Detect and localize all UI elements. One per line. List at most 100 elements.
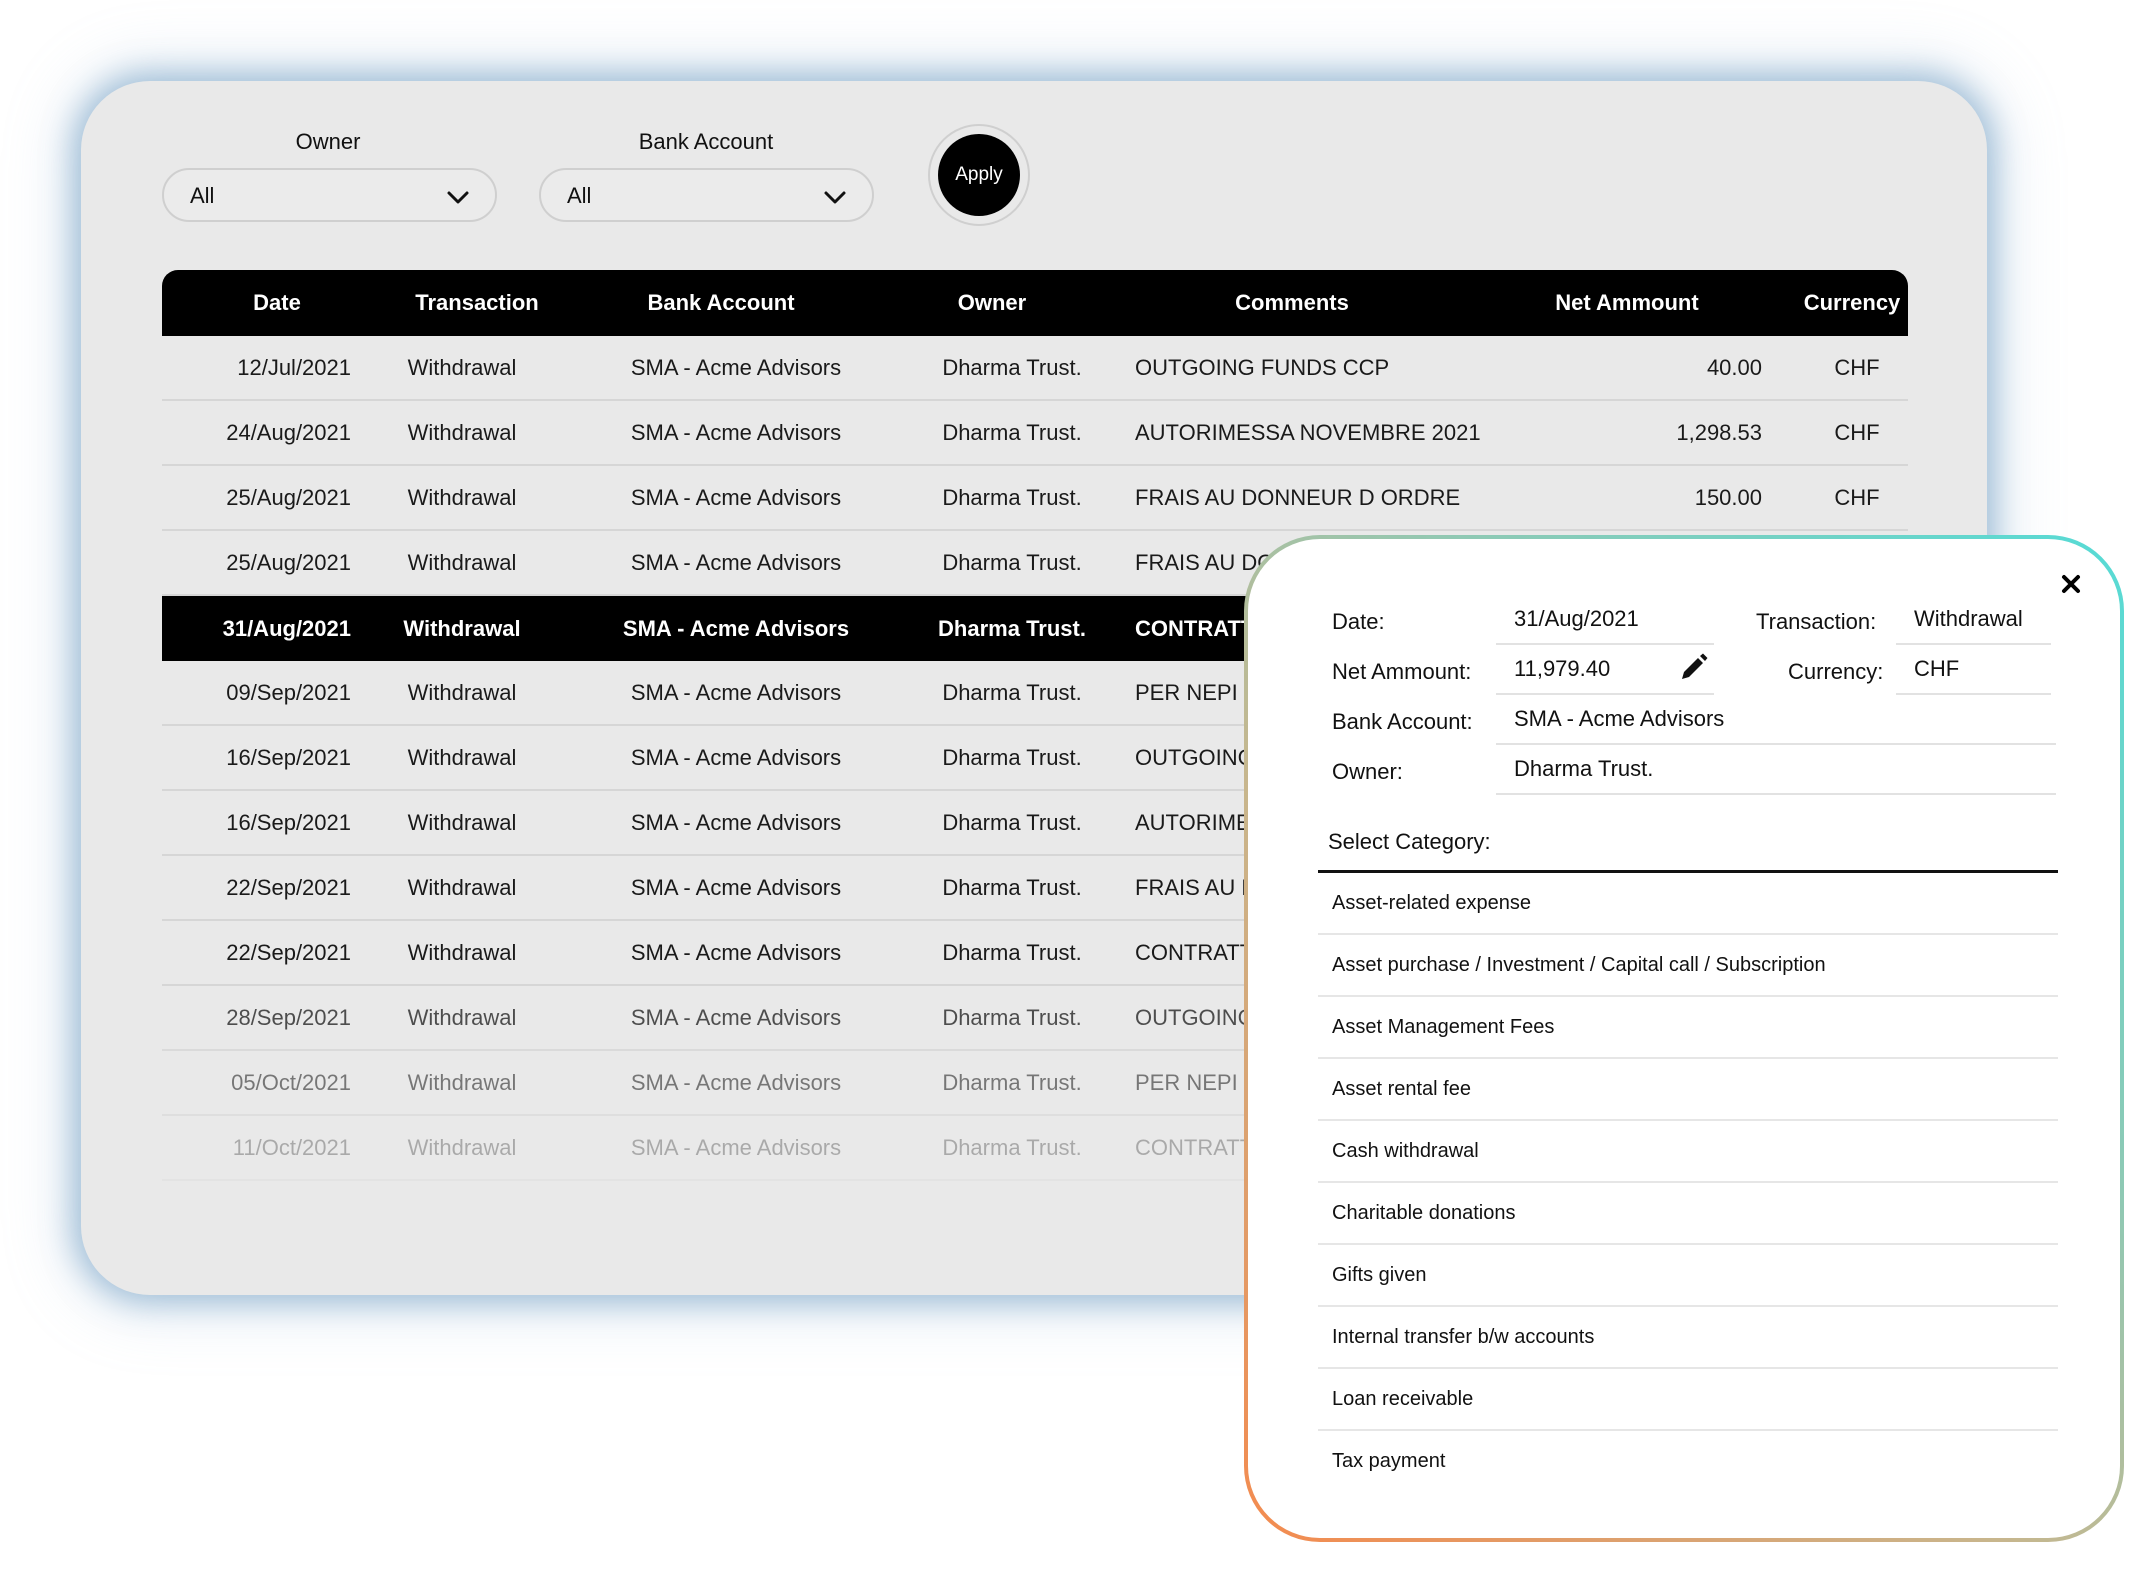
cell-owner: Dharma Trust. — [942, 940, 1082, 965]
cell-transaction: Withdrawal — [407, 940, 517, 965]
cell-currency: CHF — [1834, 485, 1880, 510]
detail-transaction-label: Transaction: — [1756, 609, 1877, 634]
cell-owner: Dharma Trust. — [942, 1005, 1082, 1030]
bank-select-value: All — [567, 183, 592, 208]
cell-date: 25/Aug/2021 — [226, 485, 351, 510]
owner-select[interactable]: All — [162, 168, 497, 222]
detail-bank-label: Bank Account: — [1332, 709, 1473, 734]
table-row[interactable]: 16/Sep/2021 Withdrawal SMA - Acme Advisors… — [162, 726, 1908, 791]
cell-transaction: Withdrawal — [407, 1070, 517, 1095]
owner-filter-label: Owner — [295, 129, 361, 154]
cell-comment: PER NEPI S — [1135, 680, 1259, 705]
category-item[interactable]: Loan receivable — [1318, 1369, 2058, 1431]
header-date[interactable]: Date — [253, 290, 301, 315]
cell-date: 28/Sep/2021 — [226, 1005, 351, 1030]
cell-transaction: Withdrawal — [407, 550, 517, 575]
table-row[interactable]: 25/Aug/2021 Withdrawal SMA - Acme Advisors… — [162, 466, 1908, 531]
table-row[interactable]: 28/Sep/2021 Withdrawal SMA - Acme Advisors… — [162, 986, 1908, 1051]
detail-date-label: Date: — [1332, 609, 1385, 634]
category-item[interactable]: Tax payment — [1332, 1450, 1446, 1472]
cell-bank: SMA - Acme Advisors — [622, 616, 850, 641]
cell-date: 12/Jul/2021 — [237, 355, 351, 380]
apply-button[interactable]: Apply — [938, 134, 1020, 216]
detail-bank-value: SMA - Acme Advisors — [1496, 695, 2056, 745]
table-row[interactable]: 11/Oct/2021 Withdrawal SMA - Acme Advisors… — [162, 1116, 1908, 1181]
cell-bank: SMA - Acme Advisors — [630, 940, 842, 965]
cell-comment: CONTRATT — [1135, 1135, 1254, 1160]
detail-net-value: 11,979.40 — [1496, 645, 1714, 695]
detail-currency-label: Currency: — [1788, 659, 1884, 684]
category-item[interactable]: Charitable donations — [1318, 1183, 2058, 1245]
table-row[interactable]: 05/Oct/2021 Withdrawal SMA - Acme Advisors… — [162, 1051, 1908, 1116]
category-item[interactable]: Internal transfer b/w accounts — [1318, 1307, 2058, 1369]
cell-comment: CONTRATT — [1135, 940, 1254, 965]
table-row[interactable]: 25/Aug/2021 Withdrawal SMA - Acme Advisors… — [162, 531, 1908, 596]
cell-bank: SMA - Acme Advisors — [630, 420, 842, 445]
cell-owner: Dharma Trust. — [938, 616, 1086, 641]
header-currency[interactable]: Currency — [1803, 290, 1901, 315]
category-item[interactable]: Asset-related expense — [1318, 873, 2058, 935]
cell-owner: Dharma Trust. — [942, 355, 1082, 380]
cell-comment: PER NEPI S — [1135, 1070, 1259, 1095]
transaction-detail-popup: Date: 31/Aug/2021 Transaction: Withdrawa… — [1244, 535, 2124, 1542]
category-item[interactable]: Cash withdrawal — [1318, 1121, 2058, 1183]
cell-owner: Dharma Trust. — [942, 810, 1082, 835]
cell-date: 22/Sep/2021 — [226, 875, 351, 900]
cell-net: 150.00 — [1694, 485, 1762, 510]
detail-transaction-value: Withdrawal — [1896, 595, 2051, 645]
cell-comment: OUTGOING FUNDS CCP — [1135, 355, 1390, 380]
table-row[interactable]: 12/Jul/2021 Withdrawal SMA - Acme Advisors… — [162, 336, 1908, 401]
cell-bank: SMA - Acme Advisors — [630, 745, 842, 770]
cell-bank: SMA - Acme Advisors — [630, 1135, 842, 1160]
cell-bank: SMA - Acme Advisors — [630, 485, 842, 510]
detail-owner-value: Dharma Trust. — [1496, 745, 2056, 795]
cell-date: 11/Oct/2021 — [232, 1135, 351, 1160]
cell-net: 1,298.53 — [1676, 420, 1762, 445]
cell-comment: CONTRATT — [1135, 616, 1255, 641]
header-net-amount[interactable]: Net Ammount — [1555, 290, 1699, 315]
cell-transaction: Withdrawal — [407, 875, 517, 900]
cell-date: 25/Aug/2021 — [226, 550, 351, 575]
category-item[interactable]: Asset rental fee — [1318, 1059, 2058, 1121]
table-row[interactable]: 16/Sep/2021 Withdrawal SMA - Acme Advisors… — [162, 791, 1908, 856]
cell-owner: Dharma Trust. — [942, 485, 1082, 510]
cell-date: 09/Sep/2021 — [226, 680, 351, 705]
cell-comment: AUTORIMESSA NOVEMBRE 2021 — [1135, 420, 1481, 445]
cell-transaction: Withdrawal — [407, 810, 517, 835]
category-list: Asset-related expense Asset purchase / In… — [1318, 873, 2058, 1491]
popup-panel: Date: 31/Aug/2021 Transaction: Withdrawa… — [1248, 539, 2120, 1538]
category-divider — [1318, 870, 2058, 873]
close-icon[interactable] — [2056, 569, 2086, 599]
category-item[interactable]: Asset purchase / Investment / Capital ca… — [1318, 935, 2058, 997]
table-header: Date Transaction Bank Account Owner Comm… — [162, 270, 1908, 336]
table-row[interactable]: 22/Sep/2021 Withdrawal SMA - Acme Advisors… — [162, 856, 1908, 921]
header-bank-account[interactable]: Bank Account — [647, 290, 795, 315]
cell-date: 16/Sep/2021 — [226, 745, 351, 770]
cell-comment: FRAIS AU DO — [1135, 550, 1275, 575]
detail-owner-label: Owner: — [1332, 759, 1403, 784]
cell-transaction: Withdrawal — [407, 355, 517, 380]
cell-owner: Dharma Trust. — [942, 1070, 1082, 1095]
cell-comment: OUTGOING — [1135, 1005, 1255, 1030]
category-title: Select Category: — [1328, 829, 1491, 854]
table-row[interactable]: 24/Aug/2021 Withdrawal SMA - Acme Advisors… — [162, 401, 1908, 466]
cell-transaction: Withdrawal — [407, 420, 517, 445]
table-row[interactable]: 09/Sep/2021 Withdrawal SMA - Acme Advisors… — [162, 661, 1908, 726]
cell-date: 24/Aug/2021 — [226, 420, 351, 445]
category-item[interactable]: Gifts given — [1318, 1245, 2058, 1307]
table-row[interactable]: 22/Sep/2021 Withdrawal SMA - Acme Advisors… — [162, 921, 1908, 986]
cell-bank: SMA - Acme Advisors — [630, 875, 842, 900]
cell-owner: Dharma Trust. — [942, 680, 1082, 705]
cell-owner: Dharma Trust. — [942, 875, 1082, 900]
cell-bank: SMA - Acme Advisors — [630, 810, 842, 835]
pencil-icon[interactable] — [1678, 653, 1708, 683]
category-item[interactable]: Asset Management Fees — [1318, 997, 2058, 1059]
cell-bank: SMA - Acme Advisors — [630, 1005, 842, 1030]
cell-transaction: Withdrawal — [407, 680, 517, 705]
header-comments[interactable]: Comments — [1235, 290, 1349, 315]
header-owner[interactable]: Owner — [957, 290, 1027, 315]
bank-account-select[interactable]: All — [539, 168, 874, 222]
cell-date: 16/Sep/2021 — [226, 810, 351, 835]
header-transaction[interactable]: Transaction — [415, 290, 539, 315]
chevron-down-icon — [824, 191, 846, 204]
